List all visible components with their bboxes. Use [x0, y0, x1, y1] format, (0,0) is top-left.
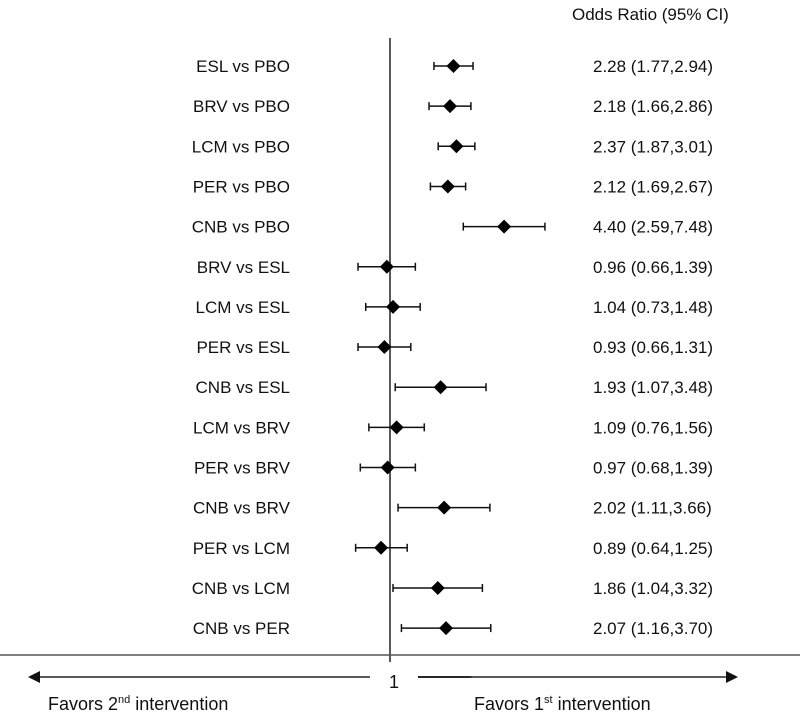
row-label: LCM vs ESL [196, 298, 290, 317]
odds-ratio-value: 1.86 (1.04,3.32) [593, 579, 713, 598]
point-estimate-diamond [446, 59, 461, 73]
odds-ratio-value: 2.37 (1.87,3.01) [593, 137, 713, 156]
point-estimate-diamond [497, 219, 512, 234]
odds-ratio-value: 1.04 (0.73,1.48) [593, 298, 713, 317]
row-label: CNB vs PER [193, 619, 290, 638]
row-label: PER vs LCM [193, 539, 290, 558]
point-estimate-diamond [374, 540, 389, 555]
odds-ratio-value: 2.12 (1.69,2.67) [593, 177, 713, 196]
point-estimate-diamond [437, 500, 452, 515]
row-label: ESL vs PBO [196, 57, 290, 76]
point-estimate-diamond [449, 139, 464, 154]
column-header: Odds Ratio (95% CI) [572, 5, 729, 24]
favors-2nd-label: Favors 2nd intervention [48, 694, 228, 714]
odds-ratio-value: 4.40 (2.59,7.48) [593, 218, 713, 237]
odds-ratio-value: 2.02 (1.11,3.66) [593, 499, 712, 518]
odds-ratio-value: 2.07 (1.16,3.70) [593, 619, 713, 638]
point-estimate-diamond [440, 179, 455, 194]
odds-ratio-value: 1.09 (0.76,1.56) [593, 418, 713, 437]
point-estimate-diamond [439, 621, 454, 636]
row-label: PER vs ESL [196, 338, 290, 357]
odds-ratio-value: 0.93 (0.66,1.31) [593, 338, 713, 357]
point-estimate-diamond [377, 340, 392, 355]
point-estimate-diamond [433, 380, 448, 395]
row-label: CNB vs LCM [192, 579, 290, 598]
reference-tick-label: 1 [389, 672, 399, 692]
row-label: PER vs PBO [193, 177, 290, 196]
point-estimate-diamond [389, 420, 404, 435]
point-estimate-diamond [430, 580, 445, 595]
point-estimate-diamond [380, 460, 395, 475]
point-estimate-diamond [379, 259, 394, 274]
row-label: CNB vs ESL [196, 378, 290, 397]
row-label: BRV vs ESL [197, 258, 290, 277]
row-label: PER vs BRV [194, 459, 291, 478]
row-label: CNB vs BRV [193, 499, 291, 518]
point-estimate-diamond [443, 99, 458, 114]
row-label: BRV vs PBO [193, 97, 290, 116]
row-label: LCM vs PBO [192, 137, 290, 156]
point-estimate-diamond [386, 299, 401, 314]
odds-ratio-value: 0.89 (0.64,1.25) [593, 539, 713, 558]
odds-ratio-value: 0.97 (0.68,1.39) [593, 459, 713, 478]
odds-ratio-value: 2.28 (1.77,2.94) [593, 57, 713, 76]
row-label: LCM vs BRV [193, 418, 291, 437]
row-label: CNB vs PBO [192, 218, 290, 237]
left-arrowhead [28, 671, 40, 683]
odds-ratio-value: 1.93 (1.07,3.48) [593, 378, 713, 397]
odds-ratio-value: 0.96 (0.66,1.39) [593, 258, 713, 277]
right-arrowhead [726, 671, 738, 683]
favors-1st-label: Favors 1st intervention [474, 694, 651, 714]
odds-ratio-value: 2.18 (1.66,2.86) [593, 97, 713, 116]
